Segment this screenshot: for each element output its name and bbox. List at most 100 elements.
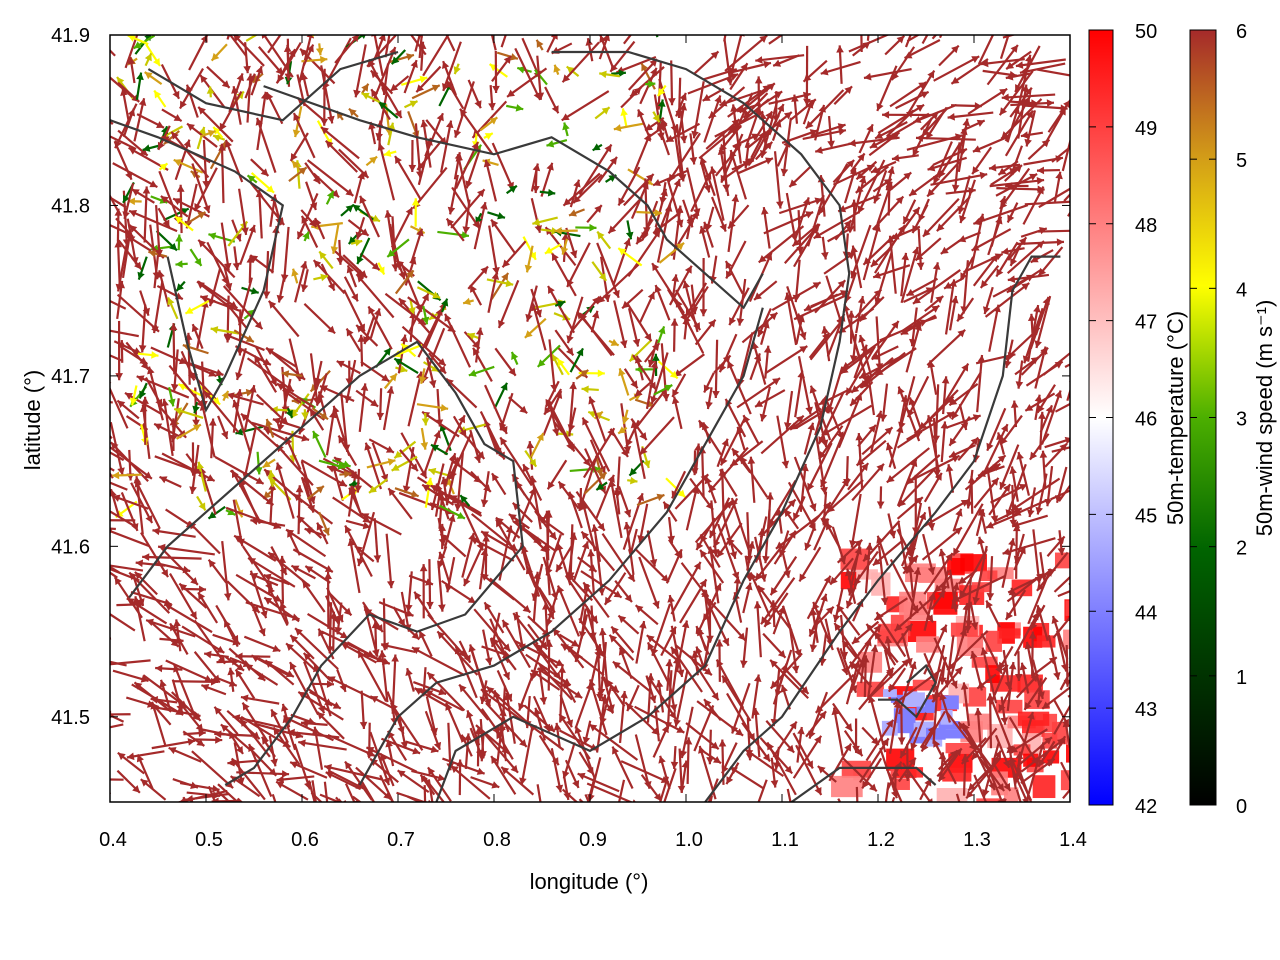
wind-arrow	[1006, 202, 1019, 223]
wind-arrow	[828, 742, 853, 782]
wind-arrow	[289, 634, 315, 660]
wind-arrow	[947, 111, 994, 121]
wind-arrow	[957, 721, 995, 771]
temperature-cell	[985, 630, 1002, 652]
wind-arrow	[745, 512, 753, 563]
wind-arrow	[116, 769, 141, 794]
wind-arrow	[764, 345, 808, 375]
wind-arrow	[561, 90, 610, 122]
wind-arrow	[577, 772, 620, 793]
wind-arrow	[861, 757, 883, 790]
wind-arrow	[891, 225, 921, 240]
y-tick-label: 41.9	[51, 25, 90, 47]
wind-arrow	[556, 542, 572, 586]
wind-arrow	[626, 684, 640, 712]
wind-arrow	[638, 556, 660, 609]
wind-arrow	[126, 750, 165, 761]
wind-arrow	[933, 55, 980, 82]
wind-arrow	[595, 694, 608, 753]
wind-tick-label: 0	[1236, 796, 1247, 818]
wind-arrow	[394, 155, 422, 201]
wind-arrow	[832, 702, 853, 732]
wind-arrow	[141, 396, 149, 445]
wind-arrow	[960, 682, 971, 727]
wind-colorbar-label: 50m-wind speed (m s⁻¹)	[1252, 300, 1277, 537]
wind-arrow	[744, 748, 784, 778]
wind-arrow	[773, 530, 797, 565]
wind-arrow	[234, 668, 256, 700]
temperature-tick-label: 49	[1135, 118, 1157, 140]
wind-arrow	[729, 60, 772, 74]
wind-arrow	[933, 575, 952, 593]
wind-arrow	[778, 530, 790, 558]
wind-arrow	[882, 110, 938, 119]
wind-arrow	[342, 254, 368, 279]
wind-arrow	[857, 159, 886, 214]
wind-arrow	[444, 556, 456, 593]
wind-arrow	[970, 213, 986, 269]
wind-arrow	[168, 387, 176, 407]
temperature-cell	[892, 778, 910, 790]
wind-arrow	[377, 142, 395, 201]
wind-arrow	[505, 104, 524, 112]
wind-arrow	[304, 565, 331, 584]
wind-arrow	[371, 621, 380, 656]
wind-arrow	[174, 215, 194, 232]
wind-arrow	[753, 280, 778, 301]
wind-arrow	[465, 436, 486, 460]
wind-arrow	[247, 557, 296, 588]
wind-arrow	[1009, 484, 1018, 527]
wind-arrow	[288, 166, 308, 182]
wind-arrow	[969, 601, 979, 630]
wind-arrow	[345, 327, 362, 353]
wind-arrow	[367, 305, 393, 350]
wind-arrow	[766, 492, 774, 533]
wind-arrow	[1034, 394, 1043, 421]
wind-arrow	[1066, 380, 1070, 402]
wind-arrow	[113, 576, 143, 619]
x-tick-label: 0.9	[579, 829, 607, 851]
wind-arrow	[158, 162, 169, 171]
wind-arrow	[110, 135, 137, 150]
wind-arrow	[399, 449, 419, 472]
wind-arrow	[176, 184, 185, 234]
wind-arrow	[803, 422, 815, 455]
wind-arrow	[479, 116, 498, 132]
wind-arrow	[670, 745, 679, 770]
wind-arrow	[589, 643, 603, 689]
wind-arrow	[707, 446, 749, 493]
wind-arrow	[758, 225, 805, 264]
wind-arrow	[1041, 686, 1070, 710]
temperature-cell	[936, 788, 968, 802]
wind-arrow	[275, 462, 295, 519]
wind-arrow	[565, 227, 578, 259]
wind-arrow	[1027, 304, 1041, 362]
wind-arrow	[173, 407, 204, 419]
wind-arrow	[701, 421, 712, 444]
wind-arrow	[634, 379, 654, 398]
wind-arrow	[945, 464, 955, 493]
wind-arrow	[562, 172, 601, 207]
wind-arrow	[592, 143, 603, 152]
wind-arrow	[490, 755, 517, 795]
wind-arrow	[290, 564, 316, 580]
wind-arrow	[467, 79, 482, 109]
wind-arrow	[906, 411, 955, 441]
wind-arrow	[660, 626, 677, 657]
wind-arrow	[193, 619, 226, 665]
wind-arrow	[173, 677, 219, 686]
wind-tick-label: 1	[1236, 667, 1247, 689]
wind-arrow	[689, 655, 720, 701]
wind-arrow	[657, 178, 681, 234]
wind-arrow	[636, 209, 662, 217]
wind-arrow	[655, 679, 665, 713]
wind-arrow	[951, 142, 961, 193]
wind-arrow	[887, 667, 907, 693]
wind-arrow	[286, 529, 301, 556]
wind-arrow	[167, 296, 179, 320]
wind-arrow	[355, 389, 379, 408]
wind-arrow	[489, 577, 532, 614]
wind-arrow	[142, 553, 202, 561]
wind-arrow	[1005, 463, 1027, 518]
temperature-cell	[1063, 629, 1070, 650]
